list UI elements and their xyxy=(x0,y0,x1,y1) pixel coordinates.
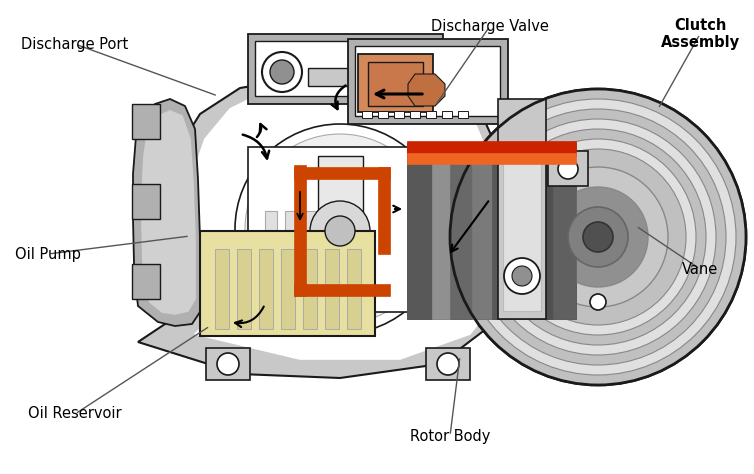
Bar xyxy=(536,144,554,319)
Polygon shape xyxy=(185,82,505,359)
Bar xyxy=(285,211,297,296)
Bar xyxy=(308,68,438,86)
Bar xyxy=(493,144,511,319)
Circle shape xyxy=(510,149,686,325)
Bar xyxy=(362,111,372,118)
Bar xyxy=(368,62,423,106)
Circle shape xyxy=(568,207,628,267)
Bar xyxy=(215,249,229,329)
Circle shape xyxy=(450,89,746,385)
Bar xyxy=(426,348,470,380)
Circle shape xyxy=(558,159,578,179)
Polygon shape xyxy=(142,111,195,314)
Bar xyxy=(498,144,546,319)
Bar xyxy=(503,153,541,311)
Polygon shape xyxy=(138,78,510,378)
Circle shape xyxy=(500,139,696,335)
Bar xyxy=(325,249,339,329)
Circle shape xyxy=(450,89,746,385)
Bar xyxy=(473,144,493,319)
Bar xyxy=(554,144,576,319)
Bar xyxy=(408,142,576,156)
Circle shape xyxy=(310,201,370,261)
Circle shape xyxy=(437,353,459,375)
Bar xyxy=(348,39,508,124)
Bar xyxy=(433,144,451,319)
Circle shape xyxy=(460,99,736,375)
Bar xyxy=(511,144,536,319)
Circle shape xyxy=(245,134,435,324)
Bar xyxy=(265,211,277,296)
Bar xyxy=(408,144,576,319)
Bar xyxy=(347,249,361,329)
Bar xyxy=(548,151,588,186)
Bar xyxy=(408,154,576,164)
Bar xyxy=(255,41,435,96)
Circle shape xyxy=(528,167,668,307)
Bar xyxy=(295,168,390,179)
Circle shape xyxy=(548,187,648,287)
Text: Clutch
Assembly: Clutch Assembly xyxy=(661,18,740,50)
Bar xyxy=(379,168,390,254)
Bar xyxy=(303,249,317,329)
Circle shape xyxy=(490,129,706,345)
Bar xyxy=(394,111,404,118)
Bar xyxy=(451,144,473,319)
Bar xyxy=(318,156,363,306)
Text: Oil Pump: Oil Pump xyxy=(15,246,81,262)
Bar xyxy=(248,147,433,312)
Polygon shape xyxy=(133,99,200,326)
Text: Discharge Port: Discharge Port xyxy=(21,36,129,52)
Text: Discharge Valve: Discharge Valve xyxy=(431,18,549,34)
Bar xyxy=(358,54,433,112)
Bar xyxy=(132,184,160,219)
Text: Oil Reservoir: Oil Reservoir xyxy=(28,407,122,421)
Circle shape xyxy=(470,109,726,365)
Bar xyxy=(206,348,250,380)
Bar xyxy=(132,104,160,139)
Polygon shape xyxy=(408,74,445,106)
Bar xyxy=(295,285,390,296)
Circle shape xyxy=(480,119,716,355)
Circle shape xyxy=(583,222,613,252)
Bar xyxy=(426,111,436,118)
Circle shape xyxy=(262,52,302,92)
Bar xyxy=(355,46,500,116)
Bar xyxy=(442,111,452,118)
Circle shape xyxy=(217,353,239,375)
Bar xyxy=(281,249,295,329)
Bar xyxy=(259,249,273,329)
Circle shape xyxy=(325,216,355,246)
Text: Rotor Body: Rotor Body xyxy=(410,428,490,444)
Circle shape xyxy=(270,60,294,84)
Bar xyxy=(458,111,468,118)
Bar xyxy=(200,231,375,336)
Bar xyxy=(305,211,317,296)
Circle shape xyxy=(235,124,445,334)
Text: Vane: Vane xyxy=(682,262,718,276)
Bar xyxy=(410,111,420,118)
Bar xyxy=(295,166,306,296)
Bar xyxy=(237,249,251,329)
Bar xyxy=(378,111,388,118)
Bar xyxy=(325,211,337,296)
Circle shape xyxy=(265,154,415,304)
Circle shape xyxy=(512,266,532,286)
Circle shape xyxy=(590,294,606,310)
Bar xyxy=(408,144,433,319)
Bar xyxy=(132,264,160,299)
Circle shape xyxy=(504,258,540,294)
Bar xyxy=(248,34,443,104)
Bar xyxy=(498,99,546,144)
